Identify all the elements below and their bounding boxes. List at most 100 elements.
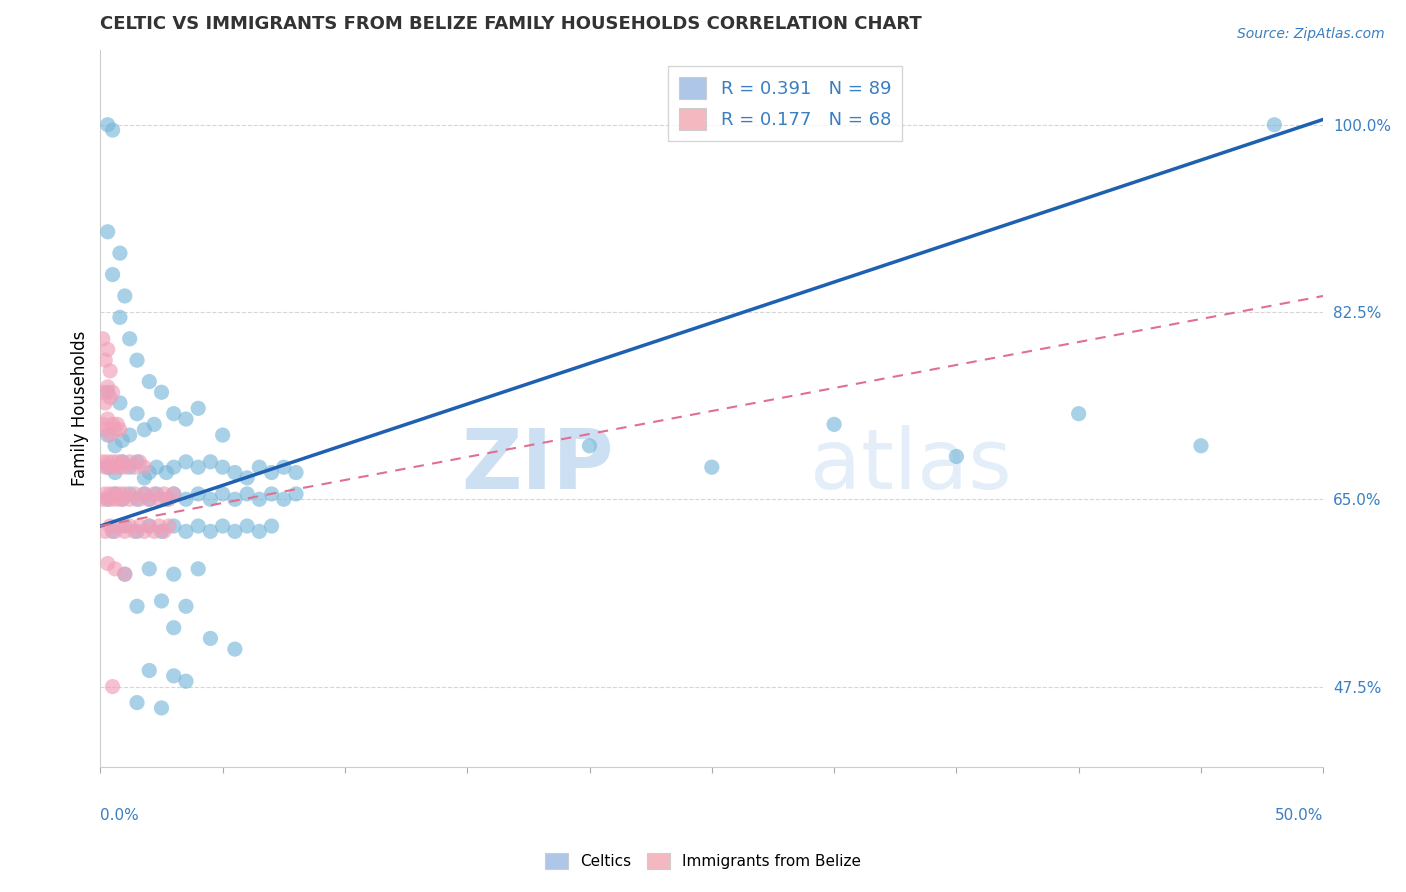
Point bbox=[97, 492, 120, 507]
Point bbox=[124, 487, 146, 501]
Point bbox=[200, 492, 222, 507]
Point bbox=[108, 396, 131, 410]
Point bbox=[101, 524, 124, 539]
Point bbox=[91, 385, 114, 400]
Point bbox=[945, 450, 967, 464]
Point bbox=[104, 466, 127, 480]
Point bbox=[163, 487, 186, 501]
Point bbox=[111, 455, 134, 469]
Point bbox=[138, 519, 160, 533]
Point bbox=[91, 332, 114, 346]
Point bbox=[98, 391, 121, 405]
Point bbox=[114, 460, 136, 475]
Point bbox=[118, 332, 141, 346]
Point bbox=[163, 407, 186, 421]
Legend: R = 0.391   N = 89, R = 0.177   N = 68: R = 0.391 N = 89, R = 0.177 N = 68 bbox=[668, 66, 903, 141]
Point bbox=[104, 439, 127, 453]
Point bbox=[104, 487, 127, 501]
Point bbox=[134, 487, 156, 501]
Point bbox=[101, 492, 124, 507]
Point bbox=[153, 487, 176, 501]
Point bbox=[94, 487, 117, 501]
Point bbox=[145, 487, 167, 501]
Point bbox=[125, 455, 148, 469]
Point bbox=[150, 385, 173, 400]
Point bbox=[101, 385, 124, 400]
Point bbox=[104, 423, 127, 437]
Point bbox=[138, 375, 160, 389]
Point bbox=[97, 492, 120, 507]
Point bbox=[91, 417, 114, 432]
Point bbox=[108, 519, 131, 533]
Point bbox=[174, 674, 197, 689]
Point bbox=[114, 524, 136, 539]
Point bbox=[174, 492, 197, 507]
Point bbox=[104, 524, 127, 539]
Point bbox=[94, 423, 117, 437]
Point bbox=[163, 460, 186, 475]
Point bbox=[108, 460, 131, 475]
Point bbox=[224, 642, 246, 657]
Point bbox=[104, 487, 127, 501]
Point bbox=[97, 412, 120, 426]
Text: ZIP: ZIP bbox=[461, 425, 614, 506]
Point bbox=[134, 460, 156, 475]
Point bbox=[138, 519, 160, 533]
Point bbox=[823, 417, 845, 432]
Point bbox=[236, 471, 259, 485]
Point bbox=[187, 519, 209, 533]
Point bbox=[153, 524, 176, 539]
Point bbox=[101, 417, 124, 432]
Point bbox=[187, 562, 209, 576]
Point bbox=[98, 487, 121, 501]
Text: Source: ZipAtlas.com: Source: ZipAtlas.com bbox=[1237, 27, 1385, 41]
Point bbox=[163, 669, 186, 683]
Point bbox=[114, 567, 136, 582]
Point bbox=[97, 428, 120, 442]
Text: 50.0%: 50.0% bbox=[1275, 808, 1323, 823]
Point bbox=[247, 524, 270, 539]
Point bbox=[187, 487, 209, 501]
Point bbox=[125, 407, 148, 421]
Point bbox=[111, 492, 134, 507]
Point bbox=[91, 455, 114, 469]
Point bbox=[163, 621, 186, 635]
Point bbox=[187, 401, 209, 416]
Point bbox=[97, 343, 120, 357]
Point bbox=[97, 225, 120, 239]
Point bbox=[143, 417, 166, 432]
Point bbox=[107, 492, 129, 507]
Point bbox=[118, 519, 141, 533]
Point bbox=[97, 557, 120, 571]
Point bbox=[118, 492, 141, 507]
Point bbox=[236, 487, 259, 501]
Point bbox=[107, 455, 129, 469]
Point bbox=[134, 524, 156, 539]
Point bbox=[138, 562, 160, 576]
Point bbox=[94, 353, 117, 368]
Point bbox=[98, 428, 121, 442]
Point bbox=[143, 487, 166, 501]
Point bbox=[98, 364, 121, 378]
Point bbox=[148, 492, 170, 507]
Point bbox=[211, 519, 233, 533]
Point bbox=[200, 632, 222, 646]
Point bbox=[91, 492, 114, 507]
Point bbox=[150, 524, 173, 539]
Point bbox=[101, 680, 124, 694]
Point bbox=[150, 701, 173, 715]
Point bbox=[128, 455, 150, 469]
Point bbox=[578, 439, 600, 453]
Point bbox=[101, 455, 124, 469]
Point bbox=[114, 289, 136, 303]
Point bbox=[224, 492, 246, 507]
Point bbox=[101, 123, 124, 137]
Point bbox=[94, 524, 117, 539]
Point bbox=[143, 524, 166, 539]
Point bbox=[111, 455, 134, 469]
Point bbox=[114, 519, 136, 533]
Point bbox=[1067, 407, 1090, 421]
Text: CELTIC VS IMMIGRANTS FROM BELIZE FAMILY HOUSEHOLDS CORRELATION CHART: CELTIC VS IMMIGRANTS FROM BELIZE FAMILY … bbox=[100, 15, 922, 33]
Point bbox=[124, 460, 146, 475]
Point bbox=[97, 380, 120, 394]
